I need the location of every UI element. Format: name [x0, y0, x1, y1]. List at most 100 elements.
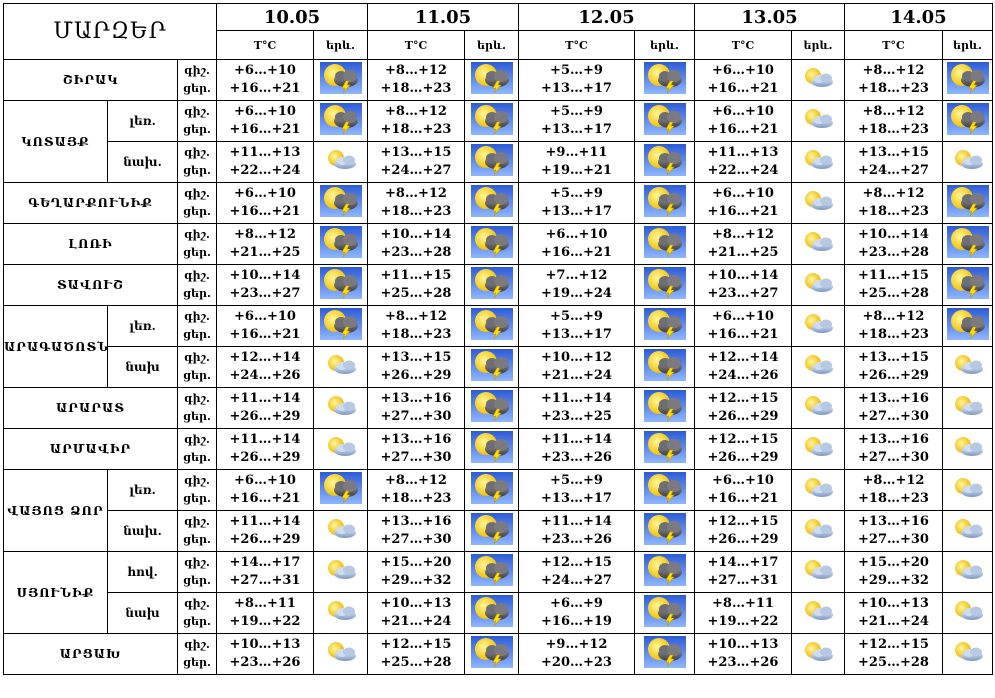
date-header: 14.05 — [844, 3, 993, 31]
night-temperature: +15…+20 — [858, 555, 929, 570]
day-temperature: +25…+28 — [858, 655, 929, 670]
date-header: 10.05 — [216, 3, 368, 31]
day-temperature: +27…+30 — [380, 532, 452, 547]
day-temperature: +20…+23 — [541, 655, 612, 670]
weather-icon-cell — [791, 100, 845, 142]
temperature-cell: +10…+14 +23…+27 — [694, 264, 792, 306]
thunder-icon — [946, 308, 989, 344]
partly-cloudy-icon — [950, 435, 986, 463]
day-label: ցեր. — [183, 656, 211, 669]
table-row: ԿՈՏԱՅՔ լեռ. գիշ. ցեր. +6…+10 +16…+21 +8…+12 +18… — [3, 100, 993, 183]
thunder-icon — [470, 513, 513, 549]
table-row: ԼՈՌԻ գիշ. ցեր. +8…+12 +21…+25 +10…+14 +23…+28 +… — [3, 223, 993, 265]
day-temperature: +19…+22 — [229, 614, 301, 629]
partly-cloudy-icon — [323, 640, 359, 668]
day-label: ցեր. — [183, 410, 211, 423]
weather-icon-cell — [634, 633, 695, 675]
weather-icon-cell — [313, 346, 368, 388]
partly-cloudy-icon — [323, 599, 359, 627]
weather-icon-cell — [313, 592, 368, 634]
day-temperature: +21…+24 — [858, 614, 929, 629]
subregion-label: լեռ. — [107, 469, 178, 511]
temperature-cell: +8…+12 +18…+23 — [367, 305, 465, 347]
weather-icon-cell — [791, 59, 845, 101]
night-temperature: +6…+10 — [545, 227, 608, 242]
temperature-cell: +12…+15 +26…+29 — [694, 428, 792, 470]
temperature-cell: +11…+14 +26…+29 — [216, 510, 314, 552]
temperature-cell: +8…+12 +18…+23 — [844, 469, 943, 511]
night-temperature: +10…+13 — [858, 596, 929, 611]
weather-icon-cell — [634, 346, 695, 388]
night-temperature: +11…+14 — [229, 432, 301, 447]
table-row: ԱՐՄԱՎԻՐ գիշ. ցեր. +11…+14 +26…+29 +13…+16 +27…… — [3, 428, 993, 470]
region-name: ՍՅՈՒՆԻՔ — [3, 551, 108, 634]
weather-icon-cell — [313, 141, 368, 183]
temperature-cell: +6…+10 +16…+21 — [694, 305, 792, 347]
temperature-cell: +9…+12 +20…+23 — [518, 633, 635, 675]
day-temperature: +23…+25 — [541, 409, 612, 424]
weather-icon-cell — [464, 305, 519, 347]
day-temperature: +18…+23 — [858, 81, 929, 96]
thunder-icon — [946, 226, 989, 262]
weather-icon-cell — [313, 305, 368, 347]
temperature-cell: +13…+16 +27…+30 — [844, 510, 943, 552]
weather-icon-cell — [942, 223, 993, 265]
weather-icon-cell — [634, 510, 695, 552]
thunder-icon — [643, 554, 686, 590]
temperature-cell: +8…+11 +19…+22 — [216, 592, 314, 634]
day-temperature: +23…+27 — [707, 286, 779, 301]
temperature-cell: +8…+12 +18…+23 — [367, 59, 465, 101]
temp-column-header: T°C — [844, 30, 943, 60]
day-label: ցեր. — [183, 615, 211, 628]
night-label: գիշ. — [184, 105, 210, 118]
thunder-icon — [946, 103, 989, 139]
night-temperature: +10…+14 — [858, 227, 929, 242]
table-row: նախ. գիշ. ցեր. +11…+14 +26…+29 +13…+16 +27…+30… — [4, 510, 993, 552]
thunder-icon — [946, 267, 989, 303]
temp-column-header: T°C — [518, 30, 635, 60]
day-temperature: +18…+23 — [858, 122, 929, 137]
weather-icon-cell — [313, 469, 368, 511]
weather-icon-cell — [942, 387, 993, 429]
day-temperature: +24…+26 — [229, 368, 301, 383]
time-of-day-labels: գիշ. ցեր. — [177, 428, 217, 470]
subregion-label: հով. — [107, 551, 178, 593]
time-of-day-labels: գիշ. ցեր. — [177, 510, 217, 552]
night-label: գիշ. — [184, 556, 210, 569]
weather-icon-cell — [313, 387, 368, 429]
weather-icon-cell — [942, 346, 993, 388]
day-label: ցեր. — [183, 574, 211, 587]
day-temperature: +16…+21 — [707, 122, 779, 137]
partly-cloudy-icon — [950, 148, 986, 176]
partly-cloudy-icon — [950, 640, 986, 668]
night-temperature: +13…+16 — [858, 391, 929, 406]
partly-cloudy-icon — [950, 394, 986, 422]
partly-cloudy-icon — [800, 271, 836, 299]
thunder-icon — [470, 144, 513, 180]
weather-icon-cell — [464, 592, 519, 634]
night-temperature: +13…+16 — [858, 432, 929, 447]
partly-cloudy-icon — [800, 435, 836, 463]
temperature-cell: +10…+12 +21…+24 — [518, 346, 635, 388]
thunder-icon — [319, 62, 362, 98]
weather-icon-cell — [634, 182, 695, 224]
night-temperature: +8…+12 — [385, 186, 447, 201]
temperature-cell: +13…+15 +24…+27 — [367, 141, 465, 183]
partly-cloudy-icon — [800, 148, 836, 176]
weather-icon-cell — [791, 141, 845, 183]
day-temperature: +18…+23 — [380, 491, 452, 506]
day-label: ցեր. — [183, 164, 211, 177]
temperature-cell: +6…+10 +16…+21 — [694, 100, 792, 142]
thunder-icon — [643, 595, 686, 631]
temperature-cell: +12…+15 +26…+29 — [694, 387, 792, 429]
weather-icon-cell — [634, 428, 695, 470]
night-temperature: +11…+14 — [541, 391, 612, 406]
temperature-cell: +8…+12 +18…+23 — [844, 59, 943, 101]
day-temperature: +26…+29 — [229, 409, 301, 424]
day-temperature: +18…+23 — [380, 122, 452, 137]
temperature-cell: +13…+16 +27…+30 — [367, 510, 465, 552]
temperature-cell: +8…+12 +21…+25 — [694, 223, 792, 265]
day-temperature: +16…+21 — [707, 204, 779, 219]
day-temperature: +18…+23 — [380, 81, 452, 96]
temperature-cell: +7…+12 +19…+24 — [518, 264, 635, 306]
